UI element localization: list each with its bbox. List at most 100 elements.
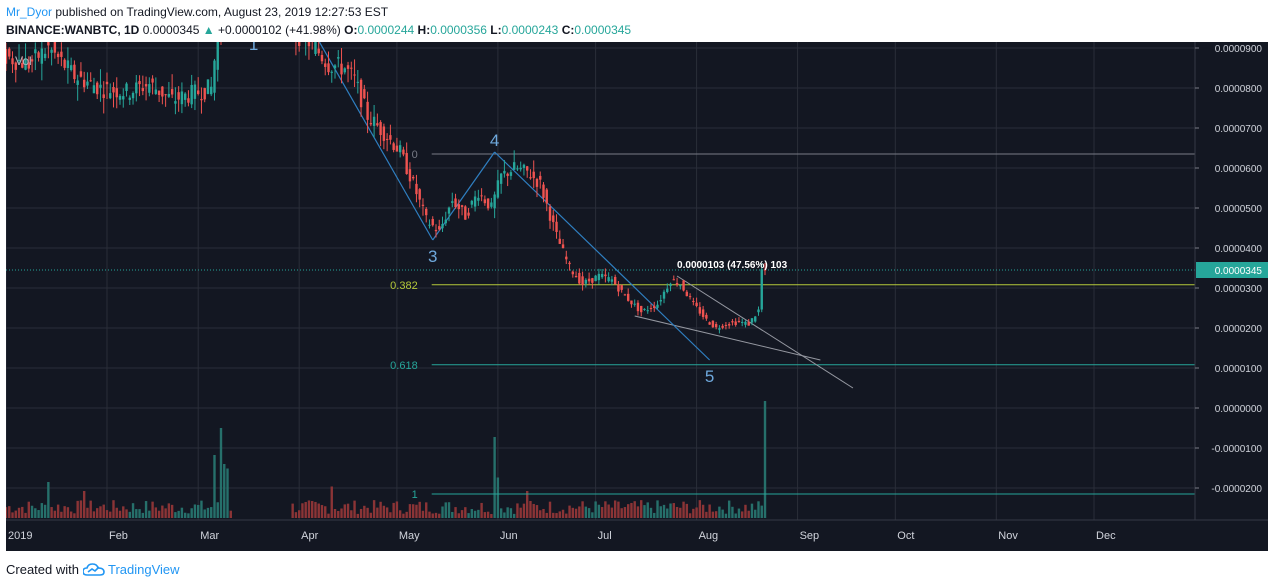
- volume-bar: [555, 513, 558, 518]
- candle-body: [27, 62, 31, 69]
- volume-bar: [584, 506, 588, 518]
- candle-body: [425, 208, 428, 216]
- candle-body: [216, 30, 219, 70]
- candle-body: [493, 194, 496, 209]
- volume-bar: [731, 506, 734, 518]
- volume-bar: [711, 511, 715, 518]
- candle-body: [708, 322, 711, 325]
- volume-bar: [636, 506, 640, 518]
- candle-body: [37, 52, 40, 58]
- volume-bar: [451, 511, 454, 518]
- volume-bar: [428, 511, 431, 518]
- volume-bar: [47, 482, 50, 518]
- volume-bar: [441, 506, 444, 518]
- tradingview-link[interactable]: TradingView: [82, 562, 180, 577]
- candle-body: [672, 279, 675, 281]
- price-tick-label: 0.0000800: [1215, 84, 1263, 95]
- price-axis[interactable]: 0.0000900 0.0000800 0.0000700 0.0000600 0.00…: [1194, 42, 1268, 551]
- volume-bar: [17, 507, 21, 518]
- volume-bar: [63, 506, 66, 518]
- chart-area[interactable]: 0 0.382 0.618 1 1 3 4 5 0.0000103 (47.56%) 103 …: [4, 2, 1268, 551]
- candle-body: [470, 200, 474, 205]
- volume-bar: [144, 501, 148, 518]
- volume-bar: [574, 508, 578, 518]
- volume-bar: [760, 505, 763, 518]
- candle-body: [747, 322, 750, 326]
- volume-bar: [672, 503, 675, 518]
- volume-bar: [203, 509, 206, 518]
- time-axis[interactable]: 2019 Feb Mar Apr May Jun Jul Aug Sep Oct Nov Dec: [6, 519, 1268, 551]
- volume-bar: [714, 511, 718, 518]
- candle-body: [161, 86, 164, 97]
- volume-bar: [128, 511, 131, 518]
- candle-body: [584, 279, 588, 284]
- volume-bar: [356, 513, 360, 518]
- fib-label: 0.382: [390, 280, 418, 292]
- last-price: 0.0000345: [142, 23, 200, 37]
- volume-bar: [346, 503, 350, 518]
- volume-bar: [477, 509, 480, 518]
- volume-bar: [82, 491, 86, 518]
- candle-body: [451, 201, 454, 203]
- trend-line: [634, 315, 821, 361]
- volume-bar: [737, 508, 741, 518]
- volume-bar: [223, 464, 226, 518]
- volume-bar: [161, 505, 164, 518]
- candle-body: [685, 291, 689, 297]
- candle-body: [405, 152, 408, 175]
- last-price-badge-label: 0.0000345: [1215, 266, 1263, 277]
- volume-bar: [415, 504, 418, 518]
- volume-bar: [333, 508, 337, 518]
- candle-body: [73, 64, 76, 80]
- fib-label: 1: [412, 489, 418, 501]
- candle-body: [643, 308, 646, 310]
- low-label: L:: [490, 23, 502, 37]
- volume-bar: [568, 505, 571, 518]
- volume-bar: [69, 511, 73, 518]
- low-value: 0.0000243: [501, 23, 559, 37]
- candle-body: [522, 164, 526, 168]
- wave-label: 5: [705, 367, 714, 386]
- candle-body: [626, 293, 630, 301]
- candle-body: [213, 60, 216, 93]
- candle-body: [125, 83, 128, 91]
- candle-body: [460, 205, 464, 207]
- time-tick-label: Dec: [1096, 530, 1116, 542]
- volume-bar: [656, 500, 659, 518]
- volume-bar: [695, 507, 698, 518]
- volume-bar: [118, 510, 122, 518]
- candle-body: [340, 63, 343, 75]
- tradingview-cloud-icon: [82, 563, 105, 576]
- volume-bar: [506, 507, 509, 518]
- volume-bar: [473, 510, 477, 518]
- volume-bar: [763, 401, 767, 518]
- volume-bar: [79, 500, 83, 518]
- volume-bar: [535, 505, 539, 518]
- candle-body: [47, 41, 50, 46]
- candle-body: [366, 101, 369, 120]
- candle-body: [131, 92, 135, 99]
- close-label: C:: [561, 23, 575, 37]
- candle-body: [327, 63, 330, 73]
- candle-body: [457, 204, 460, 210]
- candle-body: [519, 167, 522, 170]
- candle-body: [565, 256, 568, 260]
- candle-body: [659, 299, 662, 302]
- candle-body: [203, 88, 206, 100]
- volume-bar: [187, 513, 190, 518]
- candle-body: [122, 96, 125, 100]
- change-up-icon: ▲: [202, 23, 215, 37]
- volume-bar: [643, 505, 646, 518]
- candle-body: [503, 170, 506, 174]
- chart-footer: Created with TradingView: [0, 551, 1274, 587]
- candle-body: [480, 195, 483, 197]
- author-link[interactable]: Mr_Dyor: [6, 5, 53, 19]
- volume-bar: [649, 507, 653, 518]
- open-value: 0.0000244: [357, 23, 415, 37]
- volume-bar: [92, 511, 96, 518]
- price-tick-label: -0.0000100: [1211, 444, 1262, 455]
- candle-body: [695, 302, 698, 307]
- volume-bar: [675, 506, 679, 518]
- volume-bar: [548, 501, 552, 518]
